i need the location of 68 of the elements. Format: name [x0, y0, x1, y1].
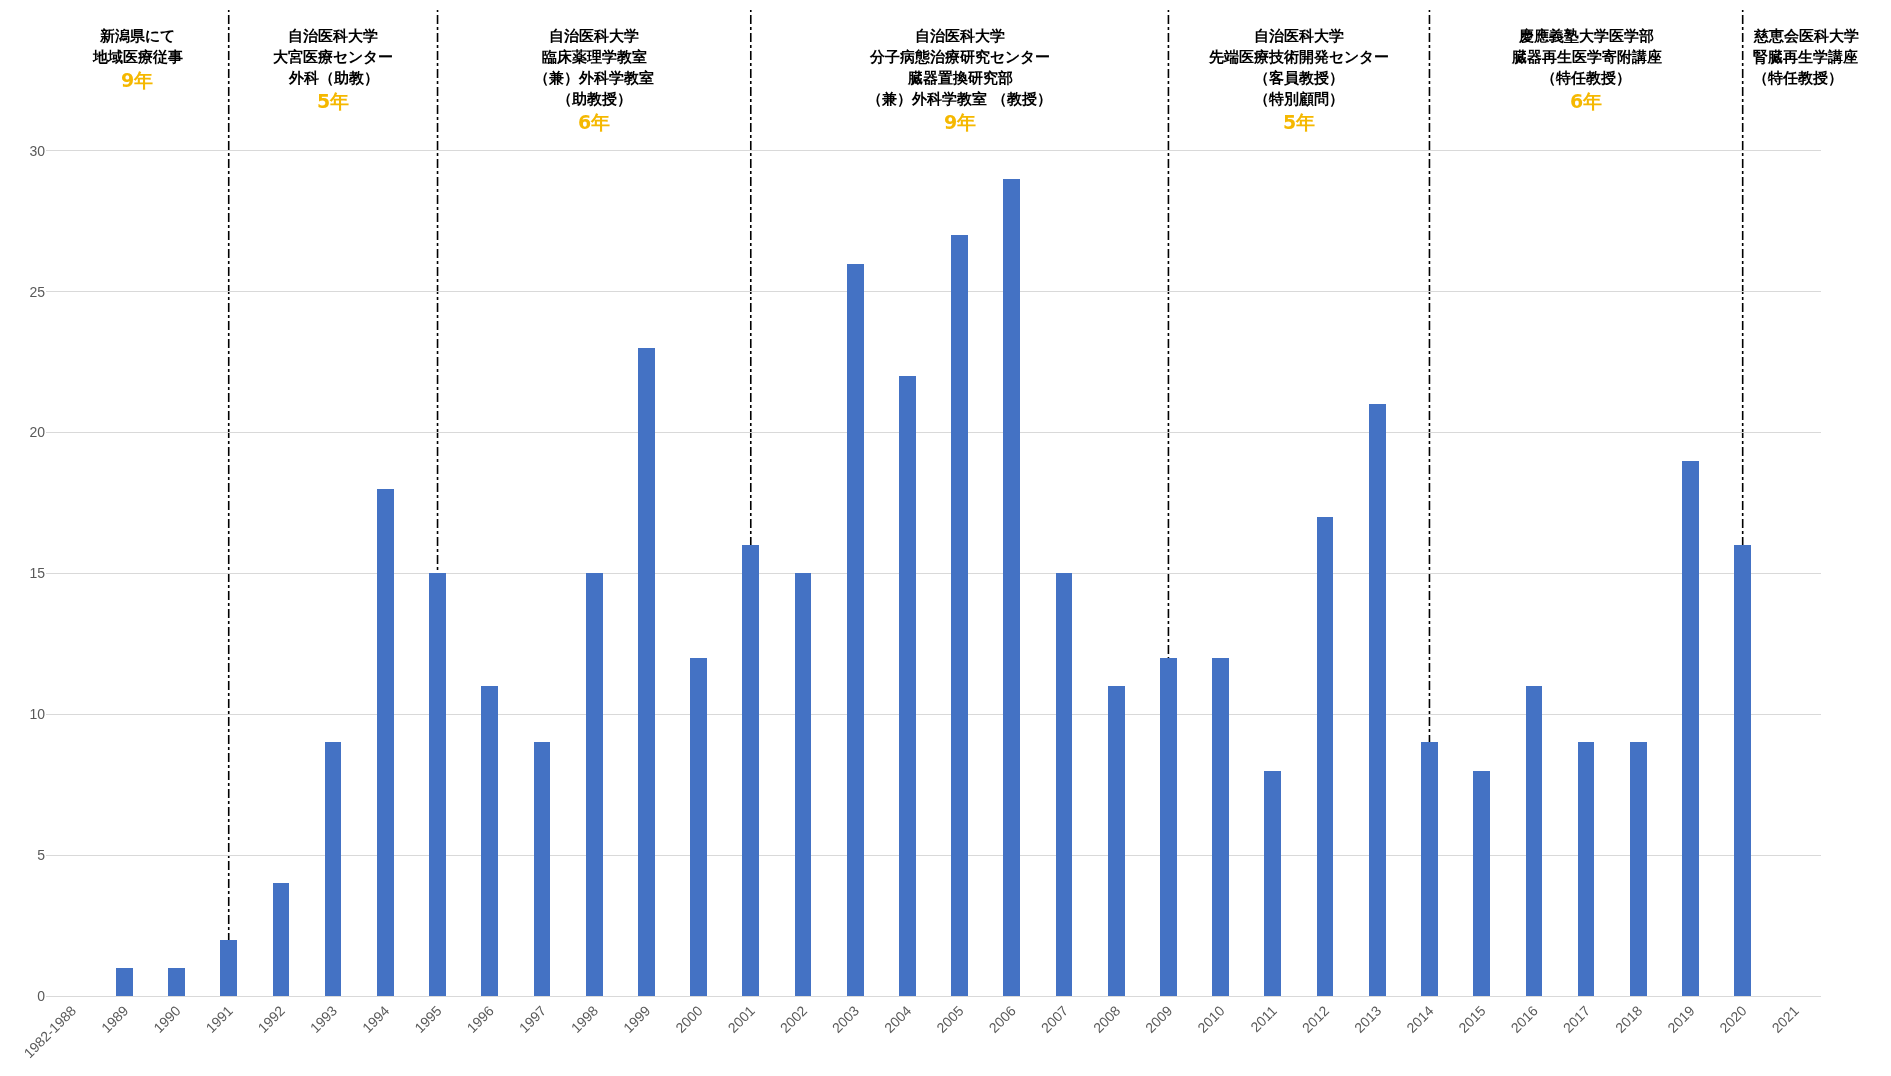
bar	[638, 348, 655, 996]
bar	[1264, 771, 1281, 996]
annotation: 9年	[121, 69, 154, 91]
annotation: 新潟県にて	[99, 27, 175, 45]
bar	[1369, 404, 1386, 996]
annotation: 慈恵会医科大学	[1753, 27, 1859, 45]
bar	[951, 235, 968, 996]
annotation: 5年	[317, 90, 350, 112]
bar	[690, 658, 707, 996]
y-tick-label: 25	[29, 283, 46, 300]
annotation: （客員教授）	[1254, 69, 1344, 87]
bar	[1056, 573, 1072, 996]
annotation: 分子病態治療研究センター	[869, 48, 1050, 66]
annotation: （特別顧問）	[1254, 90, 1344, 108]
bar	[377, 489, 394, 996]
annotation: （特任教授）	[1753, 69, 1843, 87]
bar	[325, 742, 341, 996]
bar	[534, 742, 550, 996]
bar	[1526, 686, 1542, 996]
annotation: 5年	[1283, 111, 1316, 133]
annotation: 外科（助教）	[288, 69, 379, 87]
bar	[429, 573, 446, 996]
bar	[1734, 545, 1751, 996]
bar	[1003, 179, 1020, 996]
annotation: （助教授）	[557, 90, 632, 108]
bar	[116, 968, 133, 996]
bar	[1473, 771, 1490, 996]
bar	[1421, 742, 1438, 996]
bar	[1630, 742, 1647, 996]
bar	[1682, 461, 1699, 996]
y-tick-label: 5	[37, 847, 46, 864]
annotation: 腎臓再生学講座	[1753, 48, 1858, 66]
bar	[273, 883, 289, 996]
bar	[847, 264, 864, 996]
annotation: 慶應義塾大学医学部	[1518, 27, 1654, 45]
annotation: 6年	[1570, 90, 1603, 112]
annotation: 臓器置換研究部	[907, 69, 1013, 87]
annotation: 先端医療技術開発センター	[1208, 48, 1389, 66]
annotation: （兼）外科学教室	[534, 69, 654, 87]
bar	[795, 573, 811, 996]
bar	[220, 940, 237, 996]
annotation: 臨床薬理学教室	[542, 48, 647, 66]
annotation: （特任教授）	[1541, 69, 1631, 87]
annotation: 大宮医療センター	[273, 48, 393, 66]
y-tick-label: 15	[29, 565, 46, 582]
annotation: 地域医療従事	[92, 48, 183, 66]
bar	[899, 376, 916, 996]
y-tick-label: 10	[29, 706, 46, 723]
bar	[586, 573, 603, 996]
bar	[1108, 686, 1125, 996]
bar	[1212, 658, 1229, 996]
y-tick-label: 20	[29, 424, 46, 441]
annotation: 自治医科大学	[549, 27, 639, 45]
y-tick-label: 30	[29, 142, 46, 159]
bar	[168, 968, 185, 996]
annotation: 自治医科大学	[288, 27, 378, 45]
bar	[1578, 742, 1594, 996]
bar	[1160, 658, 1177, 996]
annotation: 臓器再生医学寄附講座	[1511, 48, 1662, 66]
annotation: （兼）外科学教室 （教授）	[867, 90, 1053, 108]
annotation: 9年	[944, 111, 977, 133]
bar	[1317, 517, 1333, 996]
y-tick-label: 0	[37, 987, 46, 1004]
bar	[481, 686, 498, 996]
annotation: 6年	[578, 111, 611, 133]
bar	[742, 545, 759, 996]
annotation: 自治医科大学	[915, 27, 1005, 45]
annotation: 自治医科大学	[1254, 27, 1344, 45]
